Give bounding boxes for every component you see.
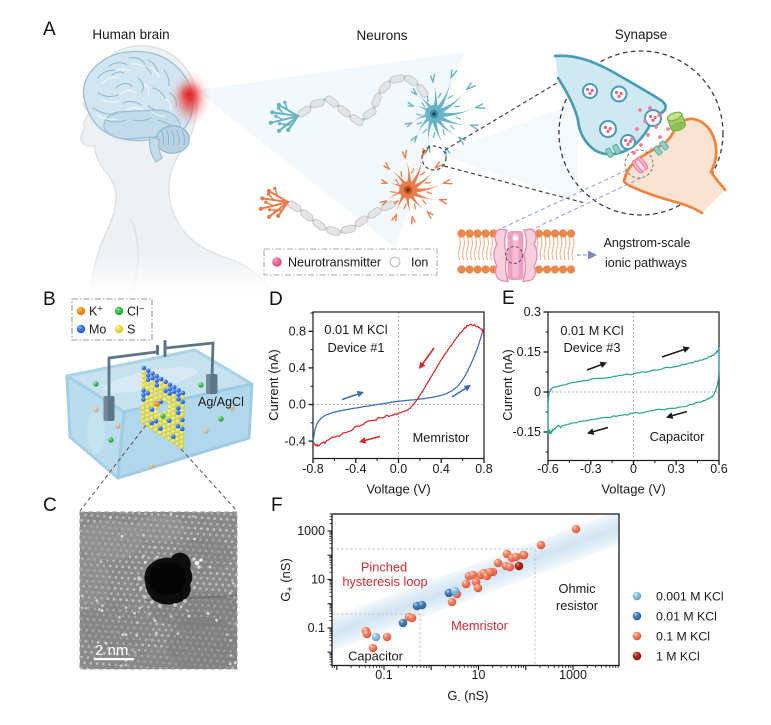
svg-text:0.001 M KCl: 0.001 M KCl — [656, 589, 724, 603]
svg-text:0.0: 0.0 — [289, 398, 306, 412]
svg-text:2 nm: 2 nm — [95, 642, 128, 659]
svg-text:1000: 1000 — [559, 668, 587, 682]
svg-text:ionic pathways: ionic pathways — [605, 256, 687, 270]
svg-text:0.0: 0.0 — [390, 462, 407, 476]
svg-text:0.1: 0.1 — [375, 668, 392, 682]
svg-text:10: 10 — [472, 668, 486, 682]
svg-text:Synapse: Synapse — [615, 27, 668, 42]
svg-text:resistor: resistor — [556, 598, 599, 613]
svg-text:B: B — [43, 289, 56, 310]
svg-text:0.4: 0.4 — [289, 361, 306, 375]
svg-text:Voltage (V): Voltage (V) — [366, 482, 430, 497]
svg-text:0.8: 0.8 — [475, 462, 492, 476]
svg-text:Memristor: Memristor — [451, 618, 509, 633]
svg-text:F: F — [271, 495, 283, 516]
svg-text:0.4: 0.4 — [433, 462, 450, 476]
svg-text:G+ (nS): G+ (nS) — [278, 558, 295, 602]
svg-text:Current (nA): Current (nA) — [266, 349, 281, 421]
svg-text:Capacitor: Capacitor — [348, 649, 404, 664]
svg-text:Capacitor: Capacitor — [650, 429, 706, 444]
svg-text:-0.15: -0.15 — [513, 425, 542, 439]
svg-text:Neurotransmitter: Neurotransmitter — [288, 256, 381, 270]
svg-text:-0.3: -0.3 — [580, 462, 602, 476]
svg-text:Voltage (V): Voltage (V) — [601, 482, 665, 497]
svg-text:Memristor: Memristor — [413, 430, 471, 445]
svg-text:0: 0 — [630, 462, 637, 476]
svg-text:Ohmic: Ohmic — [559, 581, 597, 596]
svg-text:0.6: 0.6 — [710, 462, 727, 476]
svg-text:G- (nS): G- (nS) — [447, 688, 488, 705]
svg-text:1000: 1000 — [297, 524, 325, 538]
svg-text:Ion: Ion — [411, 256, 428, 270]
svg-text:Angstrom-scale: Angstrom-scale — [604, 236, 691, 250]
svg-text:0.3: 0.3 — [668, 462, 685, 476]
svg-text:Current (nA): Current (nA) — [500, 349, 515, 421]
svg-text:0.3: 0.3 — [524, 305, 541, 319]
svg-text:0: 0 — [534, 385, 541, 399]
svg-text:C: C — [43, 495, 57, 516]
svg-text:S: S — [127, 323, 135, 337]
svg-text:Device #3: Device #3 — [564, 340, 621, 355]
svg-text:0.01 M KCl: 0.01 M KCl — [656, 609, 717, 623]
svg-text:0.01 M KCl: 0.01 M KCl — [324, 322, 387, 337]
svg-text:Human brain: Human brain — [92, 27, 169, 42]
svg-text:Pinched: Pinched — [361, 560, 407, 575]
svg-text:0.15: 0.15 — [517, 345, 541, 359]
svg-text:1 M KCl: 1 M KCl — [656, 649, 700, 663]
svg-text:-0.6: -0.6 — [537, 462, 559, 476]
svg-text:0.1: 0.1 — [308, 621, 325, 635]
svg-text:hysteresis loop: hysteresis loop — [342, 574, 427, 589]
svg-text:0.01 M KCl: 0.01 M KCl — [560, 323, 623, 338]
svg-text:-0.4: -0.4 — [284, 434, 306, 448]
svg-text:10: 10 — [311, 573, 325, 587]
svg-text:Ag/AgCl: Ag/AgCl — [198, 395, 244, 409]
svg-text:D: D — [269, 289, 283, 310]
svg-text:-0.8: -0.8 — [302, 462, 324, 476]
svg-text:A: A — [43, 19, 56, 40]
svg-text:-0.4: -0.4 — [345, 462, 367, 476]
svg-text:E: E — [502, 288, 515, 309]
svg-text:Neurons: Neurons — [356, 28, 407, 43]
svg-text:Mo: Mo — [89, 323, 106, 337]
svg-text:Device #1: Device #1 — [328, 340, 385, 355]
svg-text:0.1 M KCl: 0.1 M KCl — [656, 629, 710, 643]
svg-text:0.8: 0.8 — [289, 325, 306, 339]
